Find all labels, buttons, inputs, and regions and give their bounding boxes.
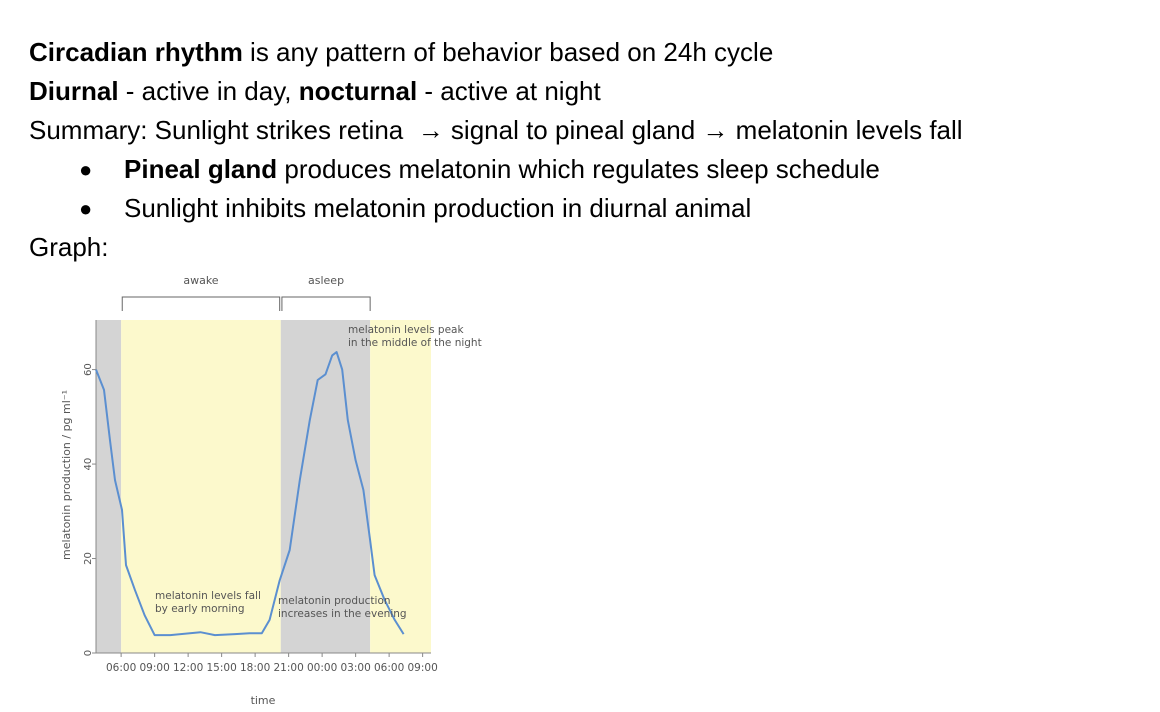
annotation: melatonin production [278,595,391,607]
x-tick-label: 18:00 [240,662,270,674]
text: produces melatonin which regulates sleep… [277,154,880,184]
y-tick-label: 40 [83,458,94,471]
period-bracket [121,296,281,311]
text: is any pattern of behavior based on 24h … [242,37,774,67]
text-line: Circadian rhythm is any pattern of behav… [29,33,1149,72]
text-line: Graph: [29,228,1149,267]
background-band [370,320,431,653]
bullet-dot: ● [79,157,93,182]
x-tick-label: 06:00 [374,662,404,674]
x-axis-label: time [251,694,276,707]
period-label: asleep [308,274,344,287]
y-tick-label: 60 [83,363,94,376]
text: - active at night [417,76,601,106]
y-tick-label: 0 [83,650,94,656]
bold-text: Circadian rhythm [29,37,243,67]
x-tick-label: 03:00 [340,662,370,674]
y-axis-label: melatonin production / pg ml⁻¹ [60,390,73,560]
x-tick-label: 12:00 [173,662,203,674]
text: Summary: Sunlight strikes retina → signa… [29,115,963,145]
period-bracket [281,296,371,311]
annotation: increases in the evening [278,608,407,620]
text-line: Diurnal - active in day, nocturnal - act… [29,72,1149,111]
bold-text: nocturnal [298,76,418,106]
x-tick-label: 15:00 [206,662,236,674]
annotation: melatonin levels peak [348,324,464,336]
text: - active in day, [118,76,299,106]
period-label: awake [183,274,218,287]
x-tick-label: 09:00 [407,662,437,674]
text: Sunlight inhibits melatonin production i… [124,193,752,223]
y-tick-label: 20 [83,552,94,565]
text-line: ● Pineal gland produces melatonin which r… [29,150,1149,189]
text-line: ● Sunlight inhibits melatonin production … [29,189,1149,228]
bold-text: Pineal gland [124,154,278,184]
bullet-dot: ● [79,196,93,221]
x-tick-label: 06:00 [106,662,136,674]
annotation: by early morning [155,603,245,615]
background-band [121,320,281,653]
annotation: in the middle of the night [348,337,482,349]
text-line: Summary: Sunlight strikes retina → signa… [29,111,1149,150]
x-tick-label: 21:00 [273,662,303,674]
bold-text: Diurnal [29,76,119,106]
x-tick-label: 09:00 [139,662,169,674]
annotation: melatonin levels fall [155,590,261,602]
text: Graph: [29,232,109,262]
x-tick-label: 00:00 [307,662,337,674]
melatonin-line [95,351,405,637]
document: Circadian rhythm is any pattern of behav… [29,33,1149,267]
